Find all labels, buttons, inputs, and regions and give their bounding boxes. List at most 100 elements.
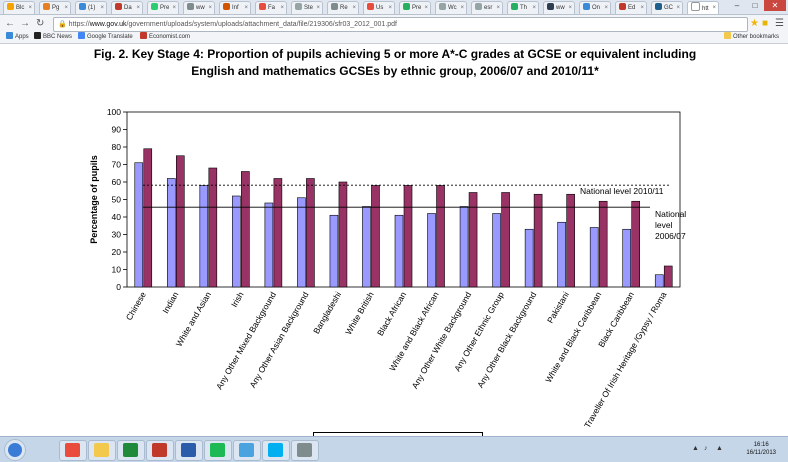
tab-close-icon[interactable]: ×	[712, 5, 716, 11]
bookmarks-bar: Other bookmarks Apps BBC News Google Trans…	[0, 32, 788, 44]
bookmark-item[interactable]: Google Translate	[78, 32, 133, 43]
reload-icon[interactable]: ↻	[36, 18, 45, 29]
y-axis-label: Percentage of pupils	[89, 155, 99, 244]
forward-icon[interactable]: →	[20, 18, 30, 29]
browser-tab[interactable]: (1) ×	[75, 1, 107, 14]
tab-favicon-icon	[187, 3, 194, 10]
tab-close-icon[interactable]: ×	[604, 5, 608, 11]
bookmark-star-icon[interactable]: ★	[750, 18, 759, 29]
browser-tab[interactable]: On ×	[579, 1, 611, 14]
browser-tab[interactable]: Re ×	[327, 1, 359, 14]
x-category-label: Irish	[229, 290, 246, 309]
paint-glyph	[239, 443, 254, 457]
network-icon[interactable]	[291, 440, 319, 461]
browser-tab[interactable]: ww ×	[543, 1, 575, 14]
tab-close-icon[interactable]: ×	[568, 5, 572, 11]
back-icon[interactable]: ←	[5, 18, 15, 29]
tab-close-icon[interactable]: ×	[532, 5, 536, 11]
tab-favicon-icon	[403, 3, 410, 10]
word-icon[interactable]	[175, 440, 203, 461]
tab-label: ww	[196, 5, 205, 11]
browser-tab[interactable]: Ste ×	[291, 1, 323, 14]
browser-tab[interactable]: Ed ×	[615, 1, 647, 14]
legend-table-edge	[313, 432, 483, 436]
start-icon[interactable]	[4, 439, 26, 461]
bar-2010_11	[306, 178, 315, 288]
tab-close-icon[interactable]: ×	[172, 5, 176, 11]
tray-arrow-icon[interactable]: ▲	[692, 445, 699, 452]
browser-tab[interactable]: Da ×	[111, 1, 143, 14]
y-tick-label: 90	[112, 125, 122, 135]
bookmark-item[interactable]: BBC News	[34, 32, 72, 43]
browser-tab[interactable]: Th ×	[507, 1, 539, 14]
tab-close-icon[interactable]: ×	[496, 5, 500, 11]
browser-tab[interactable]: ww ×	[183, 1, 215, 14]
paint-icon[interactable]	[233, 440, 261, 461]
speaker-icon[interactable]: ♪	[704, 445, 708, 452]
reference-label-2010-11: National level 2010/11	[580, 186, 664, 196]
tab-close-icon[interactable]: ×	[424, 5, 428, 11]
bar-2006_07	[524, 228, 534, 288]
y-tick-label: 70	[112, 160, 122, 170]
tab-label: Re	[340, 5, 348, 11]
maximize-button[interactable]: □	[752, 1, 758, 10]
tab-close-icon[interactable]: ×	[208, 5, 212, 11]
chrome-icon[interactable]	[59, 440, 87, 461]
y-tick-label: 10	[112, 265, 122, 275]
browser-tab[interactable]: Fa ×	[255, 1, 287, 14]
tab-close-icon[interactable]: ×	[460, 5, 464, 11]
browser-tab[interactable]: Pre ×	[399, 1, 431, 14]
browser-tab[interactable]: esr ×	[471, 1, 503, 14]
tab-close-icon[interactable]: ×	[352, 5, 356, 11]
tab-label: Ste	[304, 5, 314, 11]
tab-close-icon[interactable]: ×	[676, 5, 680, 11]
explorer-glyph	[94, 443, 109, 457]
close-window-button[interactable]: ✕	[764, 0, 786, 11]
tab-close-icon[interactable]: ×	[280, 5, 284, 11]
browser-tab[interactable]: Us ×	[363, 1, 395, 14]
browser-tab[interactable]: Pre ×	[147, 1, 179, 14]
other-bookmarks[interactable]: Other bookmarks	[724, 32, 779, 43]
url-input[interactable]: 🔒 https://www.gov.uk/government/uploads/…	[53, 17, 748, 32]
minimize-button[interactable]: –	[734, 1, 740, 10]
folder-icon	[724, 32, 731, 39]
tab-close-icon[interactable]: ×	[28, 5, 32, 11]
tab-close-icon[interactable]: ×	[100, 5, 104, 11]
explorer-icon[interactable]	[88, 440, 116, 461]
bar-2010_11	[501, 192, 510, 288]
bar-chart: 0 10 20 30 40 50 60 70 80 90 100 Percentage of pupi…	[89, 107, 686, 430]
skype-icon[interactable]	[262, 440, 290, 461]
clock[interactable]: 16:16 16/11/2013	[746, 441, 776, 457]
tab-close-icon[interactable]: ×	[316, 5, 320, 11]
browser-tab[interactable]: Pg ×	[39, 1, 71, 14]
bar-2010_11	[241, 171, 250, 288]
tab-close-icon[interactable]: ×	[64, 5, 68, 11]
browser-tab[interactable]: htt ×	[687, 1, 719, 14]
tab-close-icon[interactable]: ×	[244, 5, 248, 11]
tab-favicon-icon	[511, 3, 518, 10]
browser-tab[interactable]: Blc ×	[3, 1, 35, 14]
chart-title: Fig. 2. Key Stage 4: Proportion of pupil…	[93, 47, 697, 78]
spotify-icon[interactable]	[204, 440, 232, 461]
tab-favicon-icon	[115, 3, 122, 10]
bookmark-item[interactable]: Economist.com	[140, 32, 190, 43]
acrobat-icon[interactable]	[146, 440, 174, 461]
signal-icon[interactable]: ▲	[716, 445, 723, 452]
browser-tab[interactable]: GC ×	[651, 1, 683, 14]
menu-icon[interactable]: ☰	[775, 18, 784, 29]
chrome-glyph	[65, 443, 80, 457]
reference-label-2006-07: National	[655, 209, 686, 219]
excel-icon[interactable]	[117, 440, 145, 461]
bar-2006_07	[199, 185, 209, 288]
tab-close-icon[interactable]: ×	[640, 5, 644, 11]
bar-2010_11	[436, 185, 445, 288]
tab-close-icon[interactable]: ×	[136, 5, 140, 11]
tab-close-icon[interactable]: ×	[388, 5, 392, 11]
browser-tab[interactable]: Wc ×	[435, 1, 467, 14]
extension-icon[interactable]: ■	[762, 18, 769, 29]
bookmark-item[interactable]: Apps	[6, 32, 29, 43]
tab-label: Pre	[412, 5, 422, 11]
y-tick-label: 80	[112, 142, 122, 152]
browser-tab[interactable]: Inf ×	[219, 1, 251, 14]
word-glyph	[181, 443, 196, 457]
